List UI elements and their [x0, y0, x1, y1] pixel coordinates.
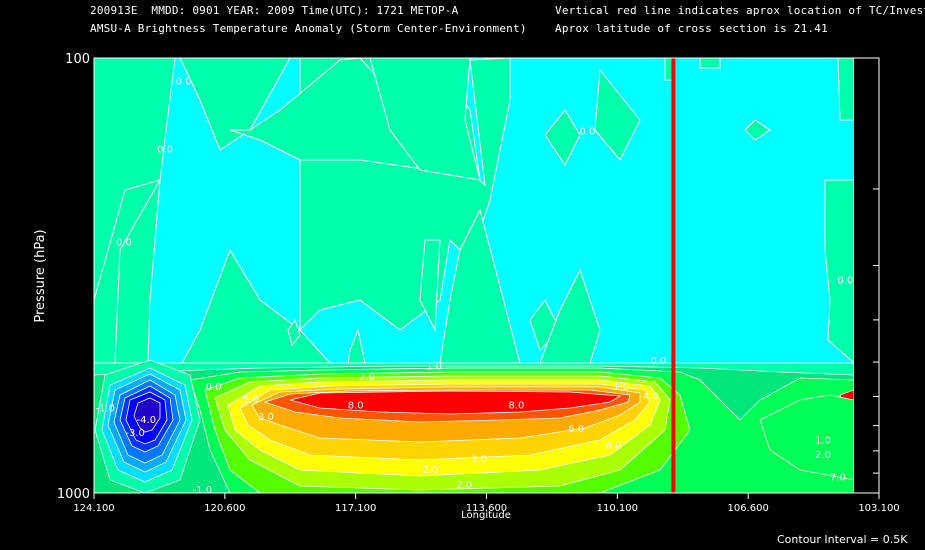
contour-label: 3.0: [471, 454, 487, 465]
x-axis-label: Longitude: [461, 510, 511, 521]
y-axis-ticks: 100 1000: [57, 52, 879, 502]
contour-label: 5.0: [243, 395, 259, 406]
x-tick-label: 117.100: [335, 503, 376, 514]
contour-label: 1.0: [426, 361, 442, 372]
contour-interval: Contour Interval = 0.5K: [777, 533, 908, 546]
header-line-1: 200913E MMDD: 0901 YEAR: 2009 Time(UTC):…: [90, 4, 459, 17]
contour-label: -3.0: [125, 428, 145, 439]
contour-label: 2.0: [359, 372, 375, 383]
upper-anomaly-patches: [94, 58, 854, 364]
header-right-1: Vertical red line indicates aprox locati…: [555, 4, 925, 17]
x-tick-label: 106.600: [727, 503, 768, 514]
contour-label: 3.0: [258, 412, 274, 423]
x-tick-label: 103.100: [858, 503, 899, 514]
x-tick-label: 110.100: [597, 503, 638, 514]
contour-label: 6.0: [568, 424, 584, 435]
contour-label: 2.0: [422, 465, 438, 476]
contour-label: 2.0: [456, 480, 472, 491]
contour-label: 1.0: [815, 436, 831, 447]
contour-label: 0.0: [157, 145, 173, 156]
contour-label: 0.0: [837, 276, 853, 287]
y-tick-label: 100: [65, 52, 90, 67]
contour-label: 0.0: [650, 356, 666, 367]
contour-label: 1.0: [613, 382, 629, 393]
contour-label: 0.0: [176, 76, 192, 87]
lower-anomaly-bands: [94, 362, 854, 493]
y-tick-label: 1000: [57, 487, 90, 502]
contour-label: 6.0: [606, 440, 622, 451]
contour-label: 0.0: [206, 382, 222, 393]
x-tick-label: 113.600: [466, 503, 507, 514]
contour-label: -1.0: [95, 404, 115, 415]
contour-label: 8.0: [348, 401, 364, 412]
contour-label: -4.0: [137, 415, 157, 426]
header-right-2: Aprox latitude of cross section is 21.41: [555, 22, 828, 35]
contour-labels: 0.0 0.0 0.0 0.0 0.0 0.0 0.0 -1.0 -3.0 -4.0 1.0 1.0 1…: [95, 76, 853, 496]
contour-label: -1.0: [193, 485, 213, 496]
x-axis-ticks: 124.100 120.600 117.100 113.600 110.100 106.6…: [73, 493, 900, 514]
plot-area: 0.0 0.0 0.0 0.0 0.0 0.0 0.0 -1.0 -3.0 -4.0 1.0 1.0 1…: [94, 58, 854, 496]
contour-label: 4.0: [643, 392, 659, 403]
x-tick-label: 120.600: [204, 503, 245, 514]
contour-label: 2.0: [815, 450, 831, 461]
contour-label: 7.0: [830, 472, 846, 483]
contour-label: 8.0: [508, 401, 524, 412]
header-line-2: AMSU-A Brightness Temperature Anomaly (S…: [90, 22, 527, 35]
contour-label: 0.0: [116, 238, 132, 249]
x-tick-label: 124.100: [73, 503, 114, 514]
y-axis-label: Pressure (hPa): [33, 229, 48, 322]
cold-anomaly: [94, 359, 201, 493]
contour-label: 0.0: [579, 127, 595, 138]
right-blank-strip: [854, 58, 879, 493]
